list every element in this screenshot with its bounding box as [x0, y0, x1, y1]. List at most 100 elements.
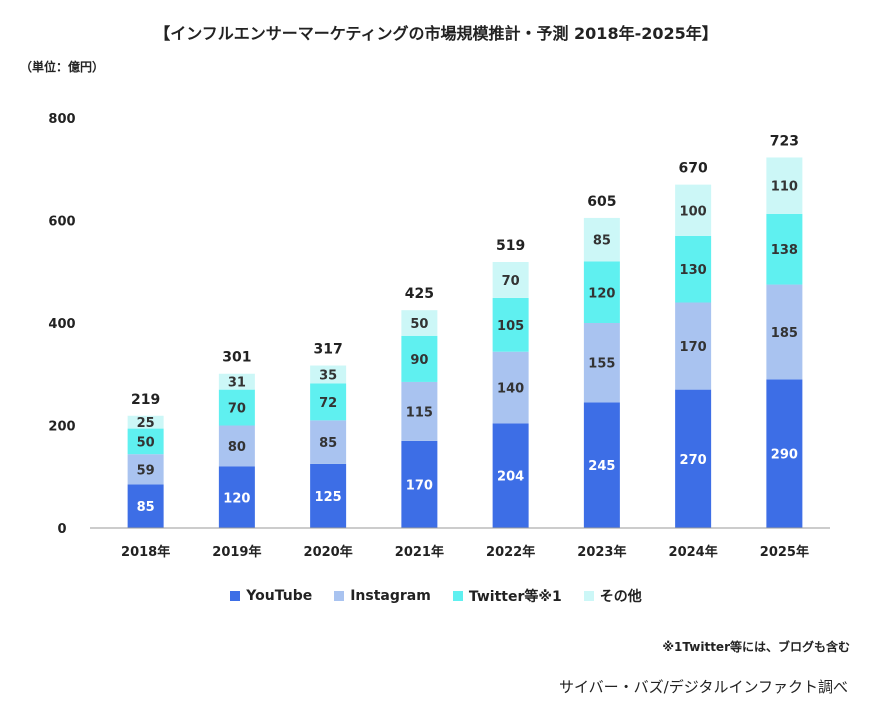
- bar-segment: [492, 351, 529, 424]
- total-label: 519: [496, 238, 525, 254]
- bar-segment: [675, 302, 712, 390]
- data-label: 59: [137, 463, 155, 478]
- data-label: 31: [228, 376, 246, 391]
- legend-item: Instagram: [334, 586, 431, 606]
- x-tick-label: 2018年: [121, 544, 170, 560]
- footnote: ※1Twitter等には、ブログも含む: [662, 640, 850, 654]
- x-tick-label: 2024年: [669, 544, 718, 560]
- data-label: 80: [228, 440, 246, 455]
- bar-segment: [127, 484, 164, 528]
- data-label: 130: [680, 263, 707, 278]
- total-label: 723: [770, 133, 799, 149]
- chart-title: 【インフルエンサーマーケティングの市場規模推計・予測 2018年-2025年】: [154, 24, 718, 43]
- legend-label: Instagram: [350, 588, 431, 604]
- data-label: 138: [771, 243, 798, 258]
- total-label: 219: [131, 392, 160, 408]
- data-label: 155: [588, 357, 615, 372]
- data-label: 70: [502, 274, 520, 289]
- bar-segment: [675, 389, 712, 528]
- y-tick-label: 0: [57, 522, 66, 537]
- y-tick-label: 800: [48, 112, 75, 127]
- bar-segment: [310, 383, 347, 421]
- bar-segment: [583, 217, 620, 262]
- total-label: 301: [222, 350, 251, 366]
- data-label: 204: [497, 470, 524, 485]
- data-label: 110: [771, 180, 798, 195]
- bar-segment: [218, 425, 255, 467]
- data-label: 120: [588, 286, 615, 301]
- data-label: 85: [319, 436, 337, 451]
- data-label: 50: [137, 435, 155, 450]
- source-credit: サイバー・バズ/デジタルインファクト調べ: [558, 678, 848, 696]
- data-label: 120: [223, 491, 250, 506]
- bar-segment: [310, 463, 347, 528]
- y-tick-label: 200: [48, 420, 75, 435]
- bar-segment: [127, 415, 164, 429]
- y-tick-label: 600: [48, 215, 75, 230]
- bar-segment: [310, 365, 347, 384]
- data-label: 270: [680, 453, 707, 468]
- bar-segment: [583, 402, 620, 528]
- data-label: 25: [137, 416, 155, 431]
- x-tick-label: 2022年: [486, 544, 535, 560]
- data-label: 105: [497, 319, 524, 334]
- bar-segment: [583, 323, 620, 403]
- data-label: 90: [410, 353, 428, 368]
- y-tick-label: 400: [48, 317, 75, 332]
- legend-item: Twitter等※1: [452, 586, 562, 606]
- bar-segment: [766, 284, 803, 380]
- bar-segment: [218, 373, 255, 390]
- data-label: 245: [588, 459, 615, 474]
- x-tick-label: 2023年: [577, 544, 626, 560]
- bars: 85 59 50 25 219 120 80 70 31 301 125 85 72 35 317 170 11…: [127, 133, 803, 528]
- data-label: 85: [137, 500, 155, 515]
- bar-segment: [127, 428, 164, 455]
- legend-swatch: [452, 591, 463, 601]
- data-label: 290: [771, 448, 798, 463]
- bar-segment: [218, 466, 255, 528]
- unit-label: （単位：億円）: [20, 60, 105, 74]
- legend: YouTube Instagram Twitter等※1 その他: [0, 586, 872, 606]
- legend-swatch: [230, 591, 241, 601]
- data-label: 70: [228, 402, 246, 417]
- bar-segment: [675, 235, 712, 303]
- x-axis-ticks: 2018年 2019年 2020年 2021年 2022年 2023年 2024年 2025年: [90, 527, 830, 560]
- bar-segment: [766, 213, 803, 285]
- stacked-bar-chart: 0 200 400 600 800 85 59 50 25 219 120 80 70 31 301 125…: [48, 112, 830, 560]
- bar-segment: [492, 262, 529, 298]
- bar-segment: [401, 310, 438, 336]
- legend-item: YouTube: [230, 586, 312, 606]
- total-label: 670: [679, 161, 708, 177]
- data-label: 85: [593, 234, 611, 249]
- bar-segment: [127, 454, 164, 485]
- legend-item: その他: [583, 586, 642, 606]
- bar-segment: [401, 440, 438, 528]
- data-label: 100: [680, 204, 707, 219]
- data-label: 72: [319, 396, 337, 411]
- bar-segment: [401, 381, 438, 441]
- bar-segment: [492, 297, 529, 352]
- bar-segment: [401, 335, 438, 382]
- data-label: 170: [680, 340, 707, 355]
- x-tick-label: 2021年: [395, 544, 444, 560]
- bar-segment: [492, 423, 529, 528]
- legend-label: Twitter等※1: [468, 589, 562, 605]
- data-label: 125: [315, 490, 342, 505]
- bar-segment: [675, 184, 712, 236]
- bar-segment: [766, 379, 803, 528]
- legend-swatch: [583, 591, 594, 601]
- data-label: 115: [406, 405, 433, 420]
- total-label: 425: [405, 286, 434, 302]
- legend-label: その他: [599, 589, 642, 605]
- bar-segment: [218, 389, 255, 426]
- bar-segment: [583, 261, 620, 323]
- x-tick-label: 2025年: [760, 544, 809, 560]
- data-label: 35: [319, 369, 337, 384]
- total-label: 605: [587, 194, 616, 210]
- legend-label: YouTube: [246, 588, 313, 604]
- data-label: 50: [410, 317, 428, 332]
- bar-segment: [766, 157, 803, 214]
- data-label: 140: [497, 382, 524, 397]
- data-label: 170: [406, 478, 433, 493]
- data-label: 185: [771, 326, 798, 341]
